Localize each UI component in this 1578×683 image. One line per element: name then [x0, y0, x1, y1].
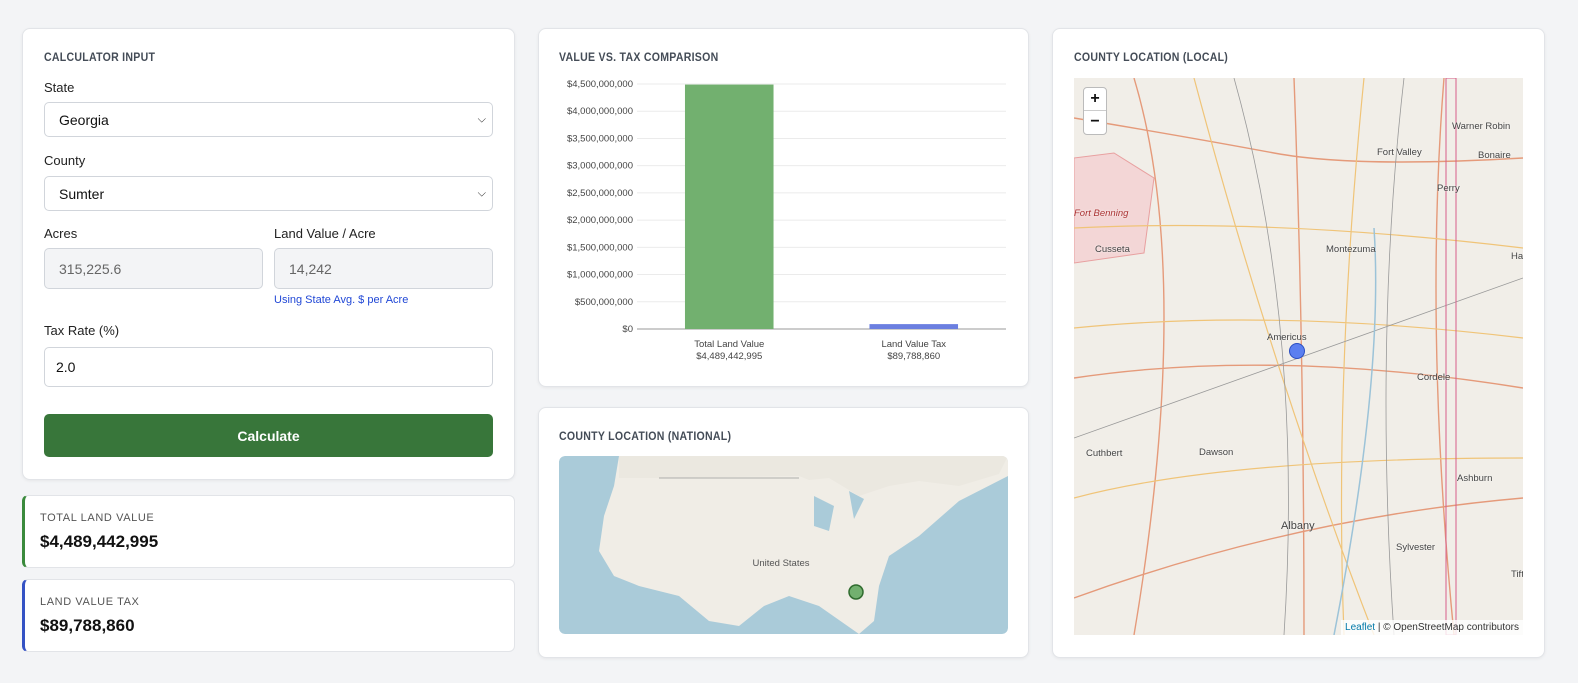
card-title: COUNTY LOCATION (LOCAL) — [1074, 50, 1229, 64]
input-value: 14,242 — [289, 260, 332, 277]
result-label: TOTAL LAND VALUE — [40, 512, 155, 524]
bar — [684, 84, 774, 329]
map-label: Fort Benning — [1074, 208, 1129, 219]
county-marker[interactable] — [848, 584, 864, 600]
card-title: COUNTY LOCATION (NATIONAL) — [559, 429, 732, 443]
result-value: $89,788,860 — [40, 616, 135, 635]
map-label: Dawson — [1199, 447, 1234, 458]
acres-input[interactable]: 315,225.6 — [44, 248, 263, 289]
y-tick-label: $500,000,000 — [575, 297, 633, 308]
map-label: United States — [752, 558, 809, 569]
y-tick-label: $0 — [622, 324, 633, 335]
county-select[interactable]: Sumter ⌵ — [44, 176, 493, 211]
map-label: Warner Robin — [1452, 121, 1511, 132]
map-label: Montezuma — [1326, 244, 1376, 255]
bar — [869, 324, 959, 329]
tax-rate-input[interactable]: 2.0 — [44, 347, 493, 387]
x-tick-label: Land Value Tax — [881, 339, 946, 350]
y-tick-label: $1,500,000,000 — [567, 242, 633, 253]
result-value: $4,489,442,995 — [40, 532, 159, 551]
field-label: County — [44, 153, 86, 168]
map-label: Americus — [1267, 332, 1307, 343]
field-label: Land Value / Acre — [274, 226, 376, 241]
field-label: Tax Rate (%) — [44, 323, 120, 338]
national-map-card: COUNTY LOCATION (NATIONAL) United States — [538, 407, 1029, 658]
chart-card: VALUE VS. TAX COMPARISON $0 $500,000,000 $… — [538, 28, 1029, 387]
attribution-text: | © OpenStreetMap contributors — [1377, 622, 1519, 633]
x-tick-label: Total Land Value — [694, 339, 764, 350]
map-label: Tift — [1511, 569, 1523, 580]
y-tick-label: $4,000,000,000 — [567, 106, 633, 117]
map-label: Fort Valley — [1377, 147, 1422, 158]
value-label: $89,788,860 — [887, 351, 940, 362]
result-card: LAND VALUE TAX $89,788,860 — [22, 579, 515, 652]
chart: $0 $500,000,000 $1,000,000,000 $1,500,000,0… — [567, 79, 1006, 362]
map-label: Ha — [1511, 251, 1523, 262]
card-title: VALUE VS. TAX COMPARISON — [559, 50, 719, 64]
field-label: State — [44, 80, 75, 95]
y-tick-label: $2,500,000,000 — [567, 188, 633, 199]
attribution-link[interactable]: Leaflet — [1345, 622, 1376, 633]
map-label: Ashburn — [1457, 473, 1493, 484]
national-map[interactable]: United States — [559, 456, 1008, 634]
zoom-out[interactable]: − — [1090, 113, 1100, 130]
calculate-button[interactable]: Calculate — [44, 414, 493, 457]
map-label: Cuthbert — [1086, 448, 1123, 459]
value-label: $4,489,442,995 — [696, 351, 762, 362]
result-label: LAND VALUE TAX — [40, 596, 140, 608]
map-label: Cordele — [1417, 372, 1451, 383]
attribution: Leaflet | © OpenStreetMap contributors — [1341, 620, 1523, 635]
card-title: CALCULATOR INPUT — [44, 50, 156, 64]
y-tick-label: $3,500,000,000 — [567, 133, 633, 144]
input-value: 2.0 — [56, 359, 76, 375]
y-tick-label: $3,000,000,000 — [567, 161, 633, 172]
hint: Using State Avg. $ per Acre — [274, 294, 409, 306]
local-map-card: COUNTY LOCATION (LOCAL) Warner Robin For… — [1052, 28, 1545, 658]
y-tick-label: $1,000,000,000 — [567, 270, 633, 281]
select-value: Sumter — [59, 185, 105, 202]
zoom-control: + − — [1083, 87, 1107, 135]
map-label: Cusseta — [1095, 244, 1130, 255]
map-label: Albany — [1281, 520, 1315, 532]
zoom-in[interactable]: + — [1084, 88, 1106, 111]
map-label: Bonaire — [1478, 150, 1511, 161]
land-value-input[interactable]: 14,242 — [274, 248, 493, 289]
state-select[interactable]: Georgia ⌵ — [44, 102, 493, 137]
map-label: Perry — [1437, 183, 1460, 194]
calculator-card: CALCULATOR INPUT State Georgia ⌵ County S… — [22, 28, 515, 480]
button-label: Calculate — [237, 427, 300, 444]
map-label: Sylvester — [1396, 542, 1436, 553]
y-tick-label: $4,500,000,000 — [567, 79, 633, 90]
local-map[interactable]: Warner Robin Fort Valley Bonaire Perry F… — [1074, 78, 1523, 635]
y-tick-label: $2,000,000,000 — [567, 215, 633, 226]
county-marker[interactable] — [1289, 343, 1305, 359]
result-card: TOTAL LAND VALUE $4,489,442,995 — [22, 495, 515, 568]
select-value: Georgia — [59, 111, 109, 128]
input-value: 315,225.6 — [59, 260, 122, 277]
field-label: Acres — [44, 226, 78, 241]
